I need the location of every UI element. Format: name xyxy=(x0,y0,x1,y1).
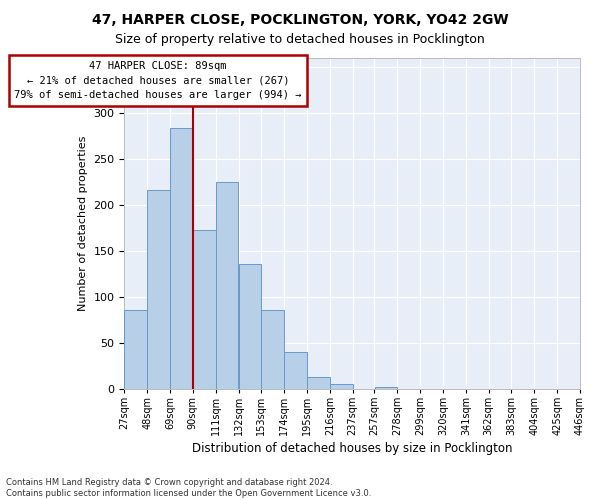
Bar xyxy=(170,128,193,388)
Text: 47 HARPER CLOSE: 89sqm
← 21% of detached houses are smaller (267)
79% of semi-de: 47 HARPER CLOSE: 89sqm ← 21% of detached… xyxy=(14,60,302,100)
Bar xyxy=(239,264,261,388)
Bar xyxy=(216,182,238,388)
Bar xyxy=(193,230,215,388)
Bar xyxy=(147,190,170,388)
Y-axis label: Number of detached properties: Number of detached properties xyxy=(78,136,88,310)
Bar xyxy=(124,310,147,388)
X-axis label: Distribution of detached houses by size in Pocklington: Distribution of detached houses by size … xyxy=(192,442,512,455)
Bar xyxy=(374,387,397,388)
Bar xyxy=(307,376,330,388)
Bar xyxy=(330,384,353,388)
Text: Contains HM Land Registry data © Crown copyright and database right 2024.
Contai: Contains HM Land Registry data © Crown c… xyxy=(6,478,371,498)
Bar xyxy=(262,310,284,388)
Text: Size of property relative to detached houses in Pocklington: Size of property relative to detached ho… xyxy=(115,32,485,46)
Text: 47, HARPER CLOSE, POCKLINGTON, YORK, YO42 2GW: 47, HARPER CLOSE, POCKLINGTON, YORK, YO4… xyxy=(92,12,508,26)
Bar xyxy=(284,352,307,389)
